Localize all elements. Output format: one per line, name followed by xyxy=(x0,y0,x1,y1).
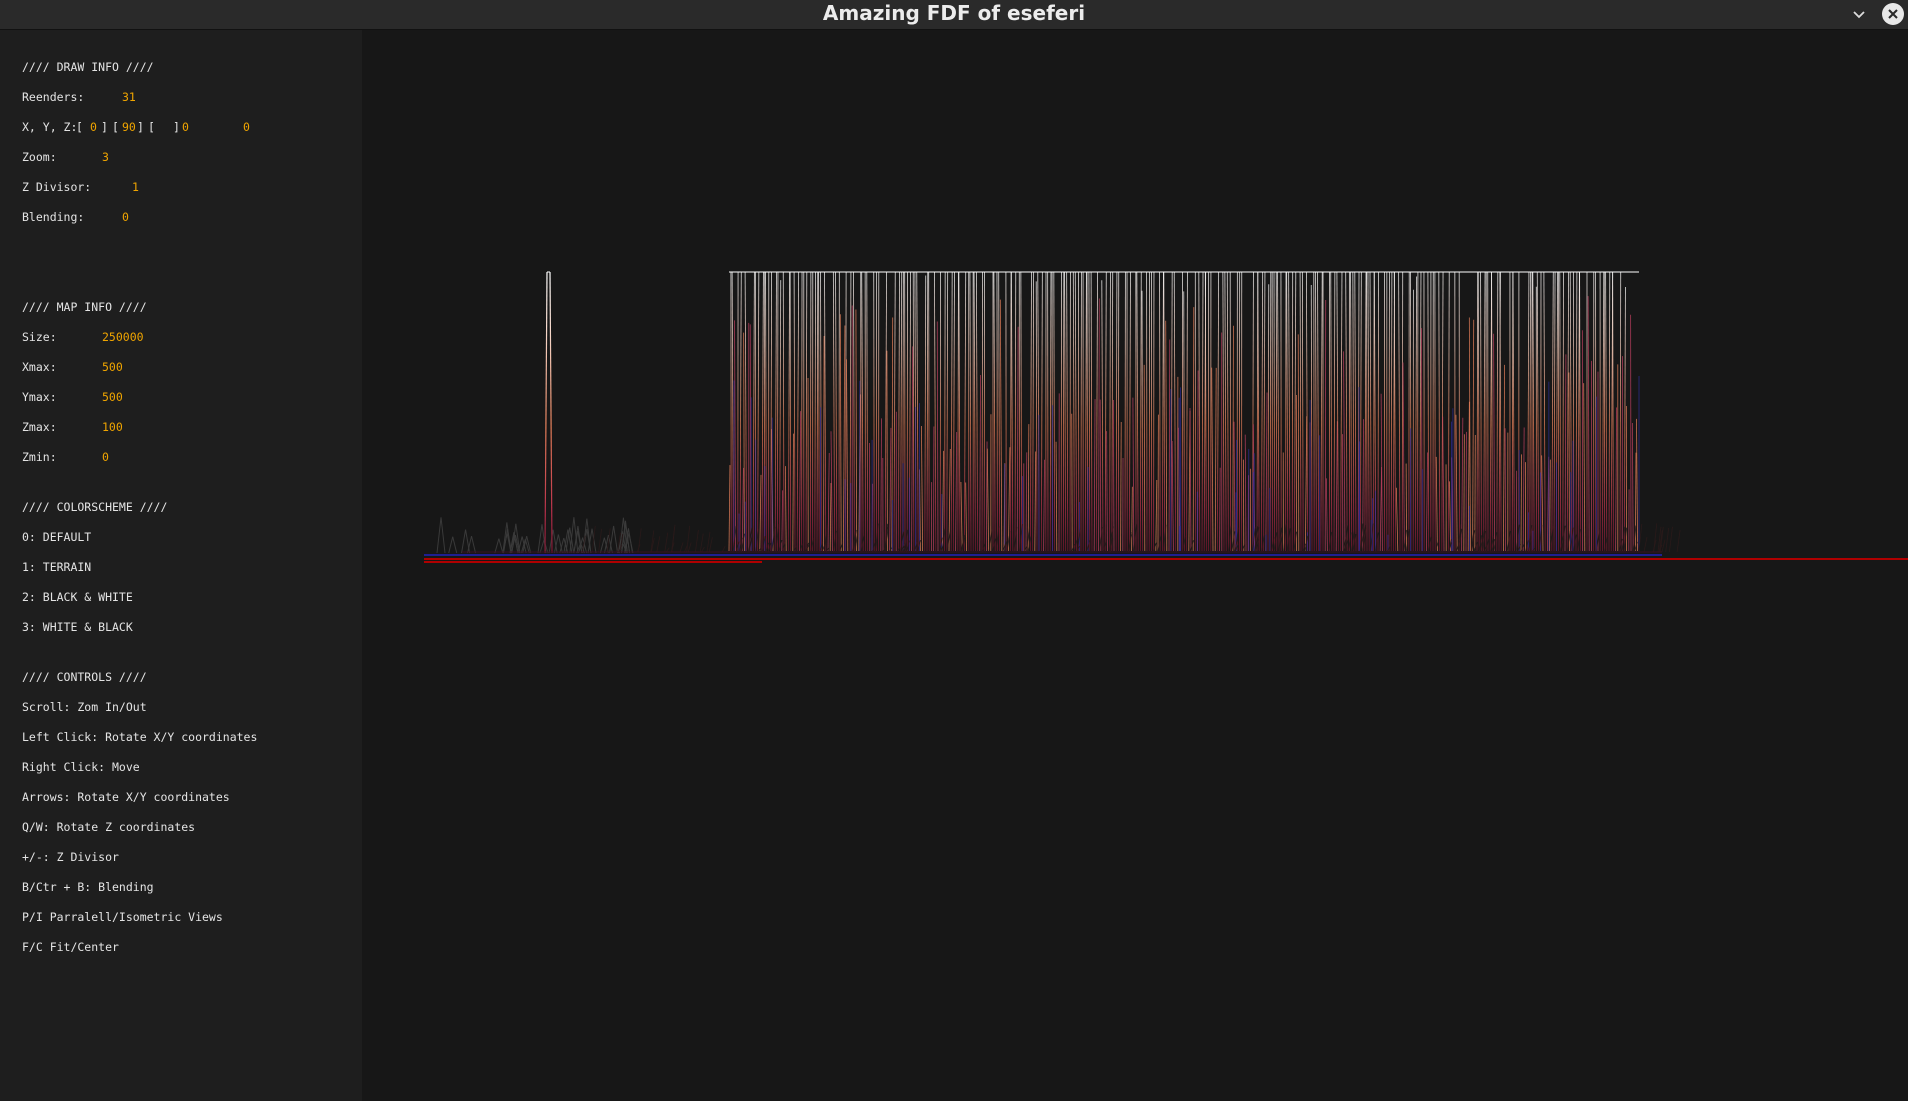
minimize-button[interactable] xyxy=(1848,3,1870,25)
x-value: 0 xyxy=(90,120,97,134)
size-value: 250000 xyxy=(102,330,144,344)
xmax-value: 500 xyxy=(102,360,123,374)
x-bracket-close: ] xyxy=(101,120,108,134)
zmax-value: 100 xyxy=(102,420,123,434)
xmax-label: Xmax: xyxy=(22,360,57,374)
control-item-blending: B/Ctr + B: Blending xyxy=(22,880,154,894)
x-bracket: [ xyxy=(76,120,83,134)
ymax-label: Ymax: xyxy=(22,390,57,404)
render-canvas[interactable] xyxy=(362,30,1908,1101)
z-value: 0 xyxy=(182,120,189,134)
colorscheme-item-white-black: 3: WHITE & BLACK xyxy=(22,620,133,634)
control-item-arrows: Arrows: Rotate X/Y coordinates xyxy=(22,790,230,804)
z-bracket-close: ] xyxy=(173,120,180,134)
colorscheme-item-default: 0: DEFAULT xyxy=(22,530,92,544)
size-label: Size: xyxy=(22,330,57,344)
info-sidebar: //// DRAW INFO //// Reenders: 31 X, Y, Z… xyxy=(0,30,362,1101)
close-button[interactable] xyxy=(1882,3,1904,25)
control-item-fit: F/C Fit/Center xyxy=(22,940,119,954)
control-item-scroll: Scroll: Zom In/Out xyxy=(22,700,147,714)
blending-value: 0 xyxy=(122,210,129,224)
zmin-label: Zmin: xyxy=(22,450,57,464)
zdiv-label: Z Divisor: xyxy=(22,180,92,194)
control-item-qw: Q/W: Rotate Z coordinates xyxy=(22,820,196,834)
z2-value: 0 xyxy=(243,120,250,134)
base-plane xyxy=(424,551,1908,563)
peak-lines xyxy=(436,271,1681,554)
zmin-value: 0 xyxy=(102,450,109,464)
wireframe-render[interactable] xyxy=(362,30,1908,1101)
control-item-left-click: Left Click: Rotate X/Y coordinates xyxy=(22,730,258,744)
blending-label: Blending: xyxy=(22,210,85,224)
chevron-down-icon xyxy=(1853,11,1865,19)
colorscheme-item-black-white: 2: BLACK & WHITE xyxy=(22,590,133,604)
rerenders-label: Reenders: xyxy=(22,90,85,104)
colorscheme-header: //// COLORSCHEME //// xyxy=(22,500,168,514)
y-bracket: [ xyxy=(112,120,119,134)
zoom-value: 3 xyxy=(102,150,109,164)
zdiv-value: 1 xyxy=(132,180,139,194)
colorscheme-item-terrain: 1: TERRAIN xyxy=(22,560,92,574)
window-title: Amazing FDF of eseferi xyxy=(822,1,1086,25)
control-item-zdiv: +/-: Z Divisor xyxy=(22,850,119,864)
xyz-label: X, Y, Z: xyxy=(22,120,78,134)
close-icon xyxy=(1888,9,1898,19)
title-bar[interactable]: Amazing FDF of eseferi xyxy=(0,0,1908,30)
controls-header: //// CONTROLS //// xyxy=(22,670,147,684)
draw-info-header: //// DRAW INFO //// xyxy=(22,60,154,74)
control-item-right-click: Right Click: Move xyxy=(22,760,140,774)
zoom-label: Zoom: xyxy=(22,150,57,164)
control-item-views: P/I Parralell/Isometric Views xyxy=(22,910,223,924)
rerenders-value: 31 xyxy=(122,90,136,104)
zmax-label: Zmax: xyxy=(22,420,57,434)
ymax-value: 500 xyxy=(102,390,123,404)
map-info-header: //// MAP INFO //// xyxy=(22,300,147,314)
z-bracket: [ xyxy=(148,120,155,134)
y-value: 90 xyxy=(122,120,136,134)
y-bracket-close: ] xyxy=(137,120,144,134)
